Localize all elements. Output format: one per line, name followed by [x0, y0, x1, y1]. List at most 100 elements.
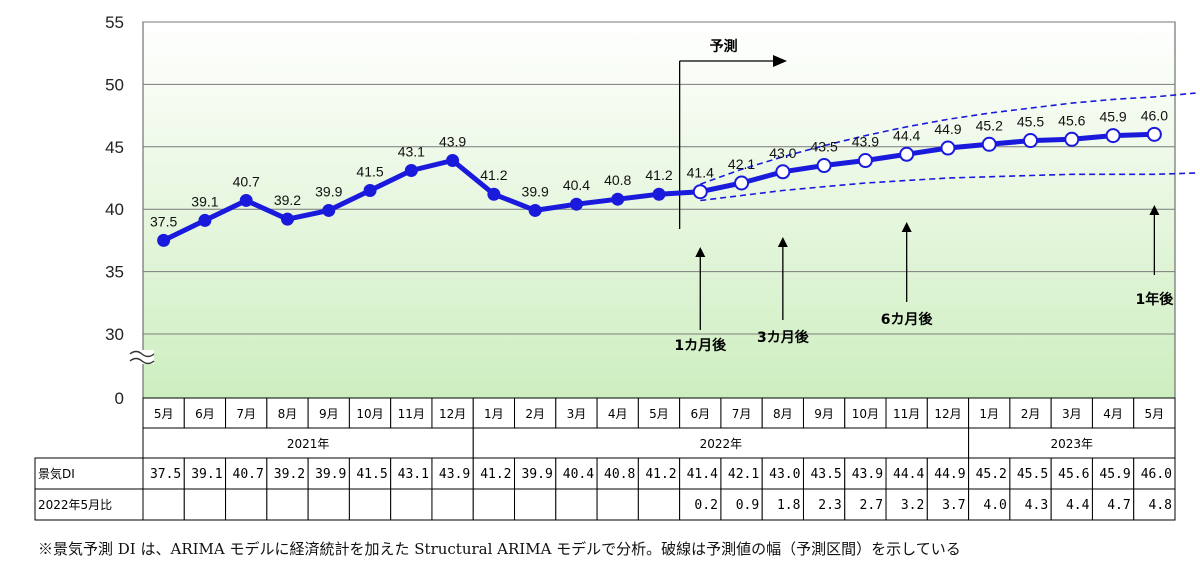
table-cell-value: 43.1	[398, 467, 429, 482]
data-label: 45.6	[1058, 112, 1085, 128]
data-label: 39.9	[315, 183, 342, 199]
data-point	[446, 154, 460, 168]
table-cell	[472, 488, 516, 521]
data-point	[198, 213, 212, 227]
data-label: 40.7	[233, 173, 260, 189]
data-label: 45.5	[1017, 114, 1044, 130]
table-cell-value: 43.0	[769, 467, 800, 482]
table-cell-value: 4.7	[1107, 498, 1130, 513]
data-label: 43.0	[769, 145, 796, 161]
table-cell-value: 1.8	[777, 498, 800, 513]
table-cell-value: 44.4	[893, 467, 924, 482]
table-cell-value: 45.6	[1058, 467, 1089, 482]
data-label: 45.2	[976, 117, 1003, 133]
data-label: 37.5	[150, 213, 177, 229]
month-cell	[1091, 397, 1135, 429]
y-tick-label: 35	[105, 263, 124, 282]
table-cell-value: 4.4	[1066, 498, 1090, 513]
year-cell	[472, 427, 970, 459]
data-point	[775, 164, 791, 180]
data-label: 40.8	[604, 172, 631, 188]
month-label: 12月	[934, 407, 961, 421]
table-cell	[1009, 457, 1052, 490]
table-cell	[431, 488, 474, 521]
data-label: 39.1	[191, 193, 218, 209]
table-cell-value: 44.9	[934, 467, 965, 482]
data-point	[611, 192, 625, 206]
month-label: 7月	[732, 407, 752, 421]
table-cell	[307, 488, 350, 521]
table-cell	[555, 488, 598, 521]
table-cell-value: 41.2	[645, 467, 676, 482]
callout-label: 1カ月後	[674, 337, 727, 354]
table-cell	[266, 457, 309, 490]
table-cell-value: 0.2	[694, 498, 717, 513]
data-point	[816, 158, 832, 174]
axis-break-gap	[128, 350, 154, 364]
y-tick-label: 40	[105, 200, 124, 219]
table-cell	[390, 488, 433, 521]
table-cell	[968, 457, 1011, 490]
month-label: 2月	[525, 407, 545, 421]
y-tick-label: 55	[105, 13, 124, 32]
table-cell	[266, 488, 309, 521]
data-label: 41.2	[645, 167, 672, 183]
data-label: 46.0	[1141, 107, 1168, 123]
footnote: ※景気予測 DI は、ARIMA モデルに経済統計を加えた Structural…	[38, 540, 961, 558]
data-point	[692, 184, 708, 200]
data-point	[1105, 128, 1121, 144]
month-label: 1月	[979, 407, 999, 421]
table-cell-value: 43.9	[439, 467, 470, 482]
data-label: 44.4	[893, 127, 920, 143]
data-label: 43.5	[810, 139, 837, 155]
year-label: 2023年	[1051, 437, 1094, 451]
row-header-label: 景気DI	[38, 466, 75, 481]
data-point	[157, 233, 171, 247]
year-cell	[968, 427, 1176, 459]
month-label: 6月	[195, 407, 215, 421]
table-cell	[802, 457, 846, 490]
month-cell	[968, 397, 1011, 429]
year-label: 2022年	[700, 437, 743, 451]
data-point	[280, 212, 294, 226]
table-cell	[926, 488, 970, 521]
table-cell	[637, 488, 681, 521]
table-cell-value: 45.2	[976, 467, 1007, 482]
table-cell	[348, 488, 392, 521]
callout-arrowhead	[1149, 205, 1160, 215]
data-point	[899, 146, 915, 162]
table-cell	[885, 488, 928, 521]
table-cell-value: 4.0	[983, 498, 1006, 513]
table-cell	[183, 457, 227, 490]
interval-upper-line	[700, 92, 1196, 185]
data-point	[981, 136, 997, 152]
table-cell	[761, 488, 804, 521]
month-label: 5月	[649, 407, 669, 421]
plot-area: 0 30 35 40 45 50 55 予測 37.5 39.1 40.7 39.2 39.9 41.5 4…	[105, 13, 1196, 408]
month-label: 8月	[278, 407, 298, 421]
table-cell-value: 40.8	[604, 467, 635, 482]
data-point	[652, 187, 666, 201]
data-label: 39.9	[522, 183, 549, 199]
table-cell	[1133, 488, 1176, 521]
table-cell-value: 37.5	[150, 467, 181, 482]
table-cell	[142, 488, 185, 521]
data-point	[239, 193, 253, 207]
data-point	[404, 164, 418, 178]
y-tick-label: 30	[105, 325, 124, 344]
table-cell	[514, 488, 557, 521]
row-header-label: 2022年5月比	[38, 498, 112, 512]
table-cell	[844, 457, 887, 490]
year-label: 2021年	[287, 437, 330, 451]
data-label: 43.9	[852, 134, 879, 150]
month-label: 11月	[893, 407, 920, 421]
data-point	[940, 140, 956, 156]
data-point	[487, 187, 501, 201]
y-tick-label: 45	[105, 138, 124, 157]
table-cell	[844, 488, 887, 521]
row-header-cell	[34, 488, 144, 521]
table-cell-value: 41.2	[480, 467, 511, 482]
table-cell	[1091, 488, 1135, 521]
month-label: 11月	[398, 407, 425, 421]
callout-arrowhead	[901, 222, 912, 232]
